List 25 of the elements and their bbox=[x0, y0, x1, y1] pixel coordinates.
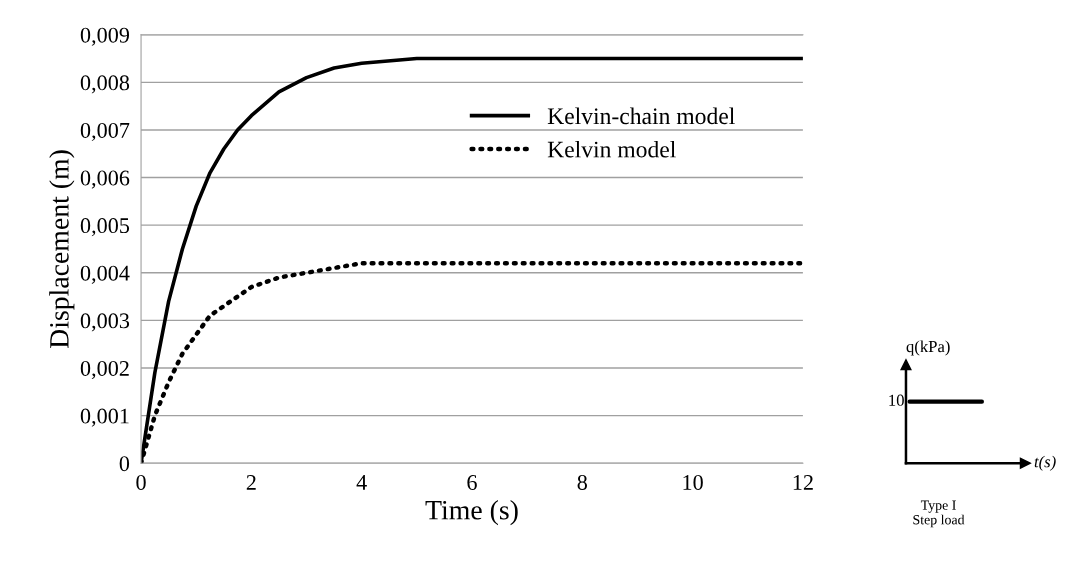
legend-label: Kelvin model bbox=[547, 140, 676, 158]
x-tick-label: 2 bbox=[246, 475, 256, 490]
y-tick-label: 0,001 bbox=[80, 408, 129, 427]
y-tick-label: 0,006 bbox=[80, 170, 130, 189]
y-axis-title: Displacement (m) bbox=[49, 150, 75, 349]
x-axis-title: Time (s) bbox=[425, 500, 518, 526]
legend-label: Kelvin-chain model bbox=[547, 107, 735, 125]
y-tick-label: 0,008 bbox=[80, 75, 130, 94]
y-tick-label: 0,004 bbox=[80, 265, 130, 284]
y-tick-label: 0,002 bbox=[80, 360, 129, 380]
x-tick-label: 8 bbox=[577, 474, 587, 490]
y-tick-label: 0,009 bbox=[80, 27, 130, 46]
y-tick-label: 0 bbox=[119, 456, 130, 472]
text: Type I Step load bbox=[913, 500, 965, 528]
text: 10 bbox=[889, 394, 904, 406]
y-tick-label: 0,005 bbox=[80, 218, 130, 237]
text: t(s) bbox=[1034, 455, 1056, 471]
x-tick-label: 4 bbox=[356, 475, 367, 490]
x-tick-label: 12 bbox=[793, 475, 813, 490]
x-tick-label: 6 bbox=[467, 475, 477, 490]
x-tick-label: 0 bbox=[136, 474, 146, 490]
x-tick-label: 10 bbox=[683, 474, 703, 490]
y-tick-label: 0,007 bbox=[80, 122, 130, 142]
y-tick-label: 0,003 bbox=[80, 313, 130, 332]
text: q(kPa) bbox=[906, 340, 950, 356]
